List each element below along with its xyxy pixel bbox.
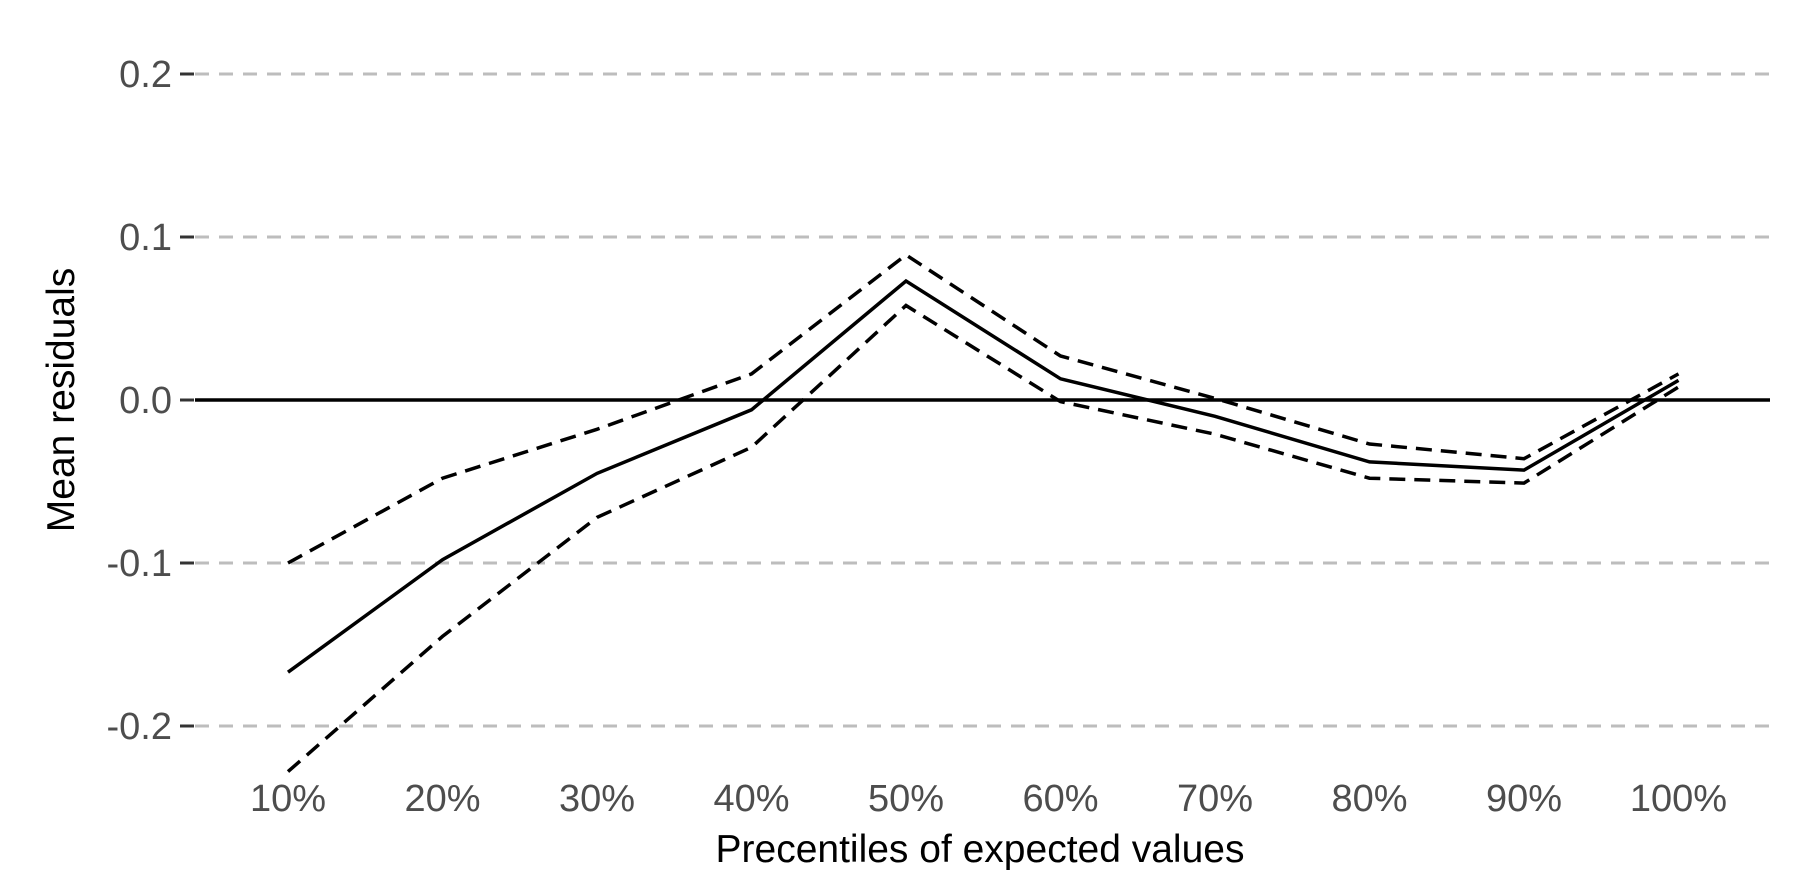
x-tick-label: 10% [250, 778, 326, 820]
y-axis-title: Mean residuals [40, 268, 83, 532]
x-tick-label: 20% [404, 778, 480, 820]
series-lines [286, 252, 1680, 773]
series-line-dashed-1 [287, 252, 1680, 565]
x-tick-label: 30% [559, 778, 635, 820]
x-tick-label: 80% [1331, 778, 1407, 820]
y-tick-label: 0.1 [119, 217, 172, 259]
series-line-dashed-2 [286, 303, 1680, 773]
x-tick-label: 70% [1177, 778, 1253, 820]
x-tick-label: 90% [1486, 778, 1562, 820]
x-tick-label: 60% [1022, 778, 1098, 820]
y-axis: -0.2 -0.1 0.0 0.1 0.2 [107, 54, 194, 748]
x-tick-label: 100% [1630, 778, 1727, 820]
y-tick-label: -0.1 [107, 543, 172, 585]
x-tick-label: 50% [868, 778, 944, 820]
x-axis: 10% 20% 30% 40% 50% 60% 70% 80% 90% 100% [250, 778, 1727, 820]
y-tick-label: 0.0 [119, 380, 172, 422]
y-tick-label: -0.2 [107, 706, 172, 748]
x-tick-label: 40% [713, 778, 789, 820]
series-line-solid [286, 278, 1680, 674]
x-axis-title: Precentiles of expected values [716, 828, 1245, 870]
y-tick-label: 0.2 [119, 54, 172, 96]
